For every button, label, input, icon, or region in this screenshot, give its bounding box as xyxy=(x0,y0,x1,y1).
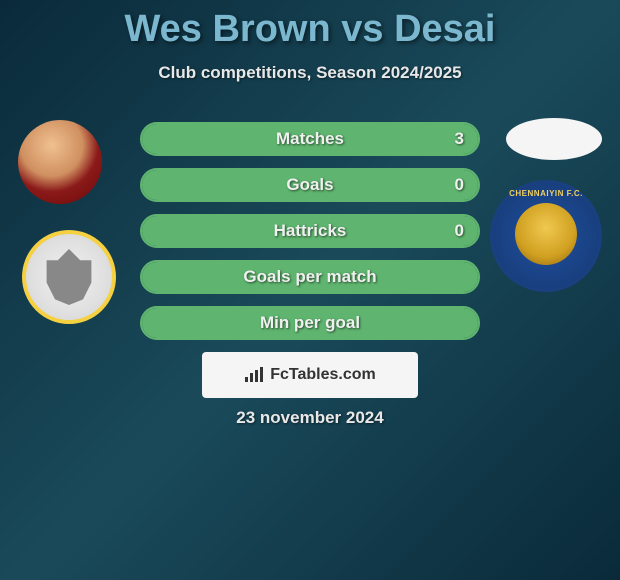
stat-row-goals: Goals 0 xyxy=(140,168,480,202)
stat-label: Goals per match xyxy=(142,267,478,287)
club-left-logo xyxy=(22,230,116,324)
stat-label: Matches xyxy=(142,129,478,149)
stat-value: 0 xyxy=(455,221,464,241)
stat-value: 0 xyxy=(455,175,464,195)
watermark: FcTables.com xyxy=(202,352,418,398)
stat-row-hattricks: Hattricks 0 xyxy=(140,214,480,248)
watermark-text: FcTables.com xyxy=(270,366,376,384)
comparison-title: Wes Brown vs Desai xyxy=(0,0,620,51)
season-subtitle: Club competitions, Season 2024/2025 xyxy=(0,63,620,83)
stat-value: 3 xyxy=(455,129,464,149)
club-right-logo xyxy=(490,180,602,292)
stats-container: Matches 3 Goals 0 Hattricks 0 Goals per … xyxy=(140,122,480,352)
stat-row-matches: Matches 3 xyxy=(140,122,480,156)
stat-label: Min per goal xyxy=(142,313,478,333)
comparison-date: 23 november 2024 xyxy=(0,408,620,428)
player-right-avatar xyxy=(506,118,602,160)
chart-icon xyxy=(244,367,264,383)
player-left-avatar xyxy=(18,120,102,204)
stat-row-min-per-goal: Min per goal xyxy=(140,306,480,340)
stat-label: Hattricks xyxy=(142,221,478,241)
stat-row-goals-per-match: Goals per match xyxy=(140,260,480,294)
stat-label: Goals xyxy=(142,175,478,195)
